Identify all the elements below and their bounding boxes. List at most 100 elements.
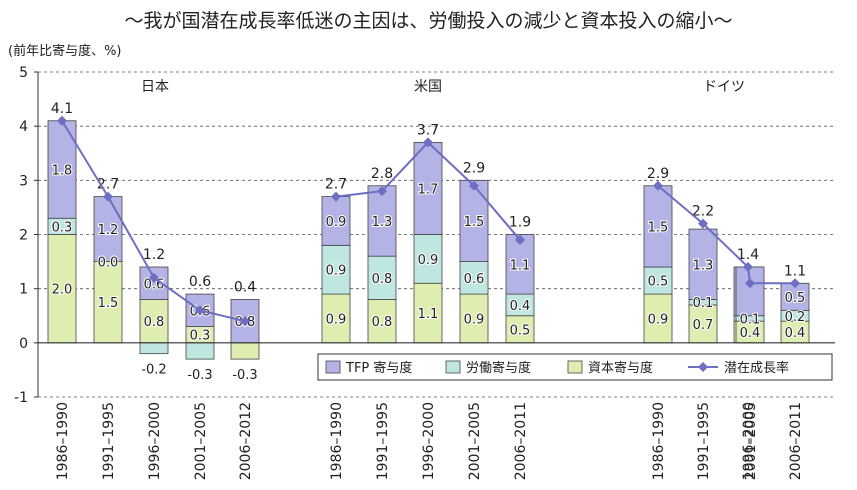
potential-growth-marker (469, 180, 479, 191)
potential-growth-marker (240, 316, 250, 327)
bar-value-label-capital: 0.9 (326, 312, 347, 327)
potential-growth-marker (103, 191, 113, 202)
bar-value-label-labor: -0.3 (232, 368, 257, 383)
bar-value-label-labor: -0.3 (187, 368, 212, 383)
bar-value-label-capital: 0.4 (785, 326, 806, 341)
bar-value-label-capital: 0.9 (464, 312, 485, 327)
legend-swatch-tfp (325, 360, 341, 374)
y-tick-label: -1 (14, 390, 28, 406)
bar-value-label-capital: 0.8 (144, 315, 165, 330)
bar-value-label-tfp: 1.3 (693, 258, 714, 273)
y-tick-label: 1 (19, 282, 28, 298)
legend-marker-potential (698, 362, 708, 372)
bar-segment-tfp (643, 185, 673, 268)
bar-segment-labor (139, 342, 169, 355)
bar-segment-capital (459, 293, 489, 344)
bar-value-label-tfp: 1.8 (52, 164, 73, 179)
y-axis-unit-label: (前年比寄与度、%) (8, 44, 122, 59)
bar-value-label-labor: 0.0 (98, 256, 119, 271)
bar-segment-capital (688, 304, 718, 344)
bar-segment-labor (413, 234, 443, 284)
legend-label-capital: 資本寄与度 (588, 360, 653, 376)
bar-segment-labor (185, 342, 215, 360)
potential-growth-marker (149, 272, 159, 283)
potential-growth-marker (195, 305, 205, 316)
bar-value-label-labor: 0.1 (693, 296, 714, 311)
potential-growth-label: 2.9 (647, 166, 669, 182)
x-tick-label: 2001–2005 (467, 402, 483, 480)
bar-value-label-capital: 1.5 (98, 296, 119, 311)
bar-value-label-capital: 0.8 (372, 315, 393, 330)
bar-segment-tfp (413, 142, 443, 235)
bar-segment-tfp (367, 185, 397, 257)
potential-growth-label: 2.9 (463, 160, 485, 176)
potential-growth-marker (653, 180, 663, 191)
potential-growth-marker (331, 191, 341, 202)
potential-growth-label: 1.2 (143, 247, 165, 263)
bar-value-label-tfp: 1.1 (510, 258, 531, 273)
bar-value-label-capital: 1.1 (418, 307, 439, 322)
potential-growth-marker (743, 262, 753, 272)
y-tick-label: 5 (19, 65, 28, 81)
bar-value-label-tfp: 0.9 (326, 215, 347, 230)
bar-value-label-tfp: 1.5 (648, 220, 669, 235)
bar-value-label-labor: 0.6 (464, 272, 485, 287)
x-tick-label: 1996–2000 (421, 402, 437, 480)
group-name-label: 日本 (141, 79, 169, 95)
bar-segment-tfp (735, 266, 765, 317)
potential-growth-marker (515, 234, 525, 245)
y-tick-label: 3 (19, 173, 28, 189)
potential-growth-marker (377, 186, 387, 197)
bar-segment-capital (367, 299, 397, 344)
bar-value-label-capital: 0.9 (648, 312, 669, 327)
bar-value-label-labor: 0.2 (785, 310, 806, 325)
potential-growth-marker (57, 115, 67, 126)
x-tick-label: 1991–1995 (101, 402, 117, 480)
potential-growth-label: 3.7 (417, 122, 439, 138)
potential-growth-marker (698, 218, 708, 229)
legend-label-potential: 潜在成長率 (724, 360, 789, 376)
bar-value-label-tfp: 1.2 (98, 223, 119, 238)
potential-growth-label: 0.4 (234, 280, 256, 296)
y-tick-label: 0 (19, 336, 28, 352)
legend-label-tfp: TFP 寄与度 (345, 360, 412, 376)
bar-value-label-labor: 0.9 (418, 253, 439, 268)
x-tick-label: 1996–2000 (147, 402, 163, 480)
bar-segment-labor (459, 261, 489, 295)
potential-growth-marker (790, 278, 800, 289)
bar-value-label-capital: 2.0 (52, 283, 73, 298)
potential-growth-label: 1.4 (737, 247, 759, 263)
bar-value-label-tfp: 1.3 (372, 215, 393, 230)
bar-segment-capital (47, 234, 77, 344)
bar-segment-capital (230, 342, 260, 360)
bar-value-label-tfp: 1.7 (418, 182, 439, 197)
potential-growth-label: 0.6 (189, 274, 211, 290)
bar-value-label-labor: 0.8 (372, 272, 393, 287)
bar-segment-tfp (459, 179, 489, 262)
chart-title: ～我が国潜在成長率低迷の主因は、労働投入の減少と資本投入の縮小～ (124, 10, 733, 32)
bar-value-label-labor: 0.5 (648, 275, 669, 290)
legend-label-labor: 労働寄与度 (466, 360, 531, 376)
potential-growth-label: 4.1 (51, 101, 73, 117)
bar-value-label-labor: 0.4 (510, 299, 531, 314)
bar-segment-capital (93, 261, 123, 344)
bar-segment-capital (139, 299, 169, 344)
bar-segment-tfp (93, 196, 123, 262)
x-tick-label: 2006–2011 (788, 402, 804, 480)
potential-growth-label: 2.2 (692, 204, 714, 220)
bar-value-label-labor: -0.2 (141, 363, 166, 378)
legend-swatch-labor (445, 360, 461, 374)
bar-value-label-tfp: 0.5 (785, 291, 806, 306)
bar-segment-labor (321, 244, 351, 295)
y-tick-label: 4 (19, 119, 28, 135)
bar-value-label-labor: 0.9 (326, 264, 347, 279)
potential-growth-marker (423, 137, 433, 148)
bar-segment-tfp (688, 228, 718, 300)
bar-segment-tfp (321, 196, 351, 246)
x-tick-label: 2006–2012 (238, 402, 254, 480)
bar-segment-capital (643, 293, 673, 344)
bar-value-label-capital: 0.7 (693, 318, 714, 333)
bar-segment-capital (413, 282, 443, 344)
x-tick-label: 1986–1990 (651, 402, 667, 480)
